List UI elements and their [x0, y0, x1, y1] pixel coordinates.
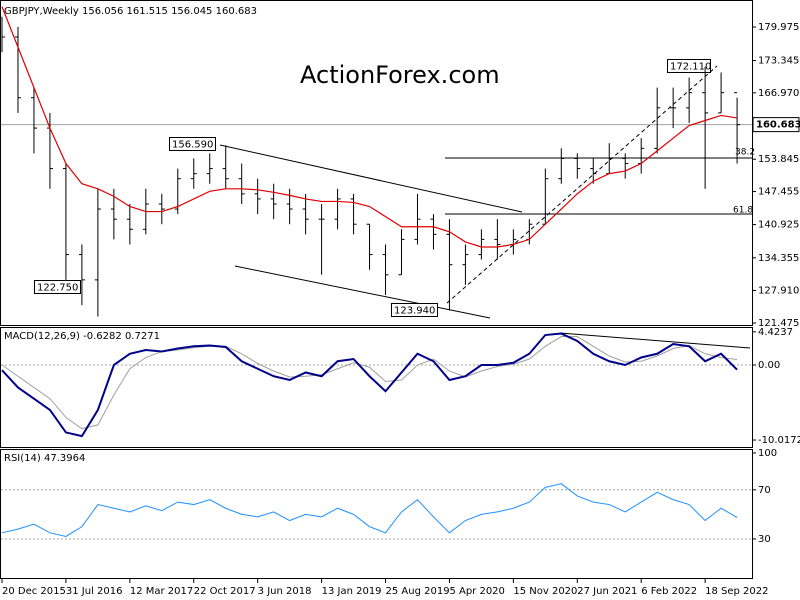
y-tick-label: 166.970: [758, 88, 799, 99]
y-tick-label: 100: [758, 448, 777, 459]
price-header: GBPJPY,Weekly 156.056 161.515 156.045 16…: [4, 6, 257, 17]
y-tick-label: 147.455: [758, 187, 799, 198]
price-pane: [0, 0, 753, 326]
x-tick-label: 6 Feb 2022: [641, 586, 697, 597]
y-tick-label: 70: [758, 485, 771, 496]
annotation-box: [391, 303, 438, 317]
y-tick-label: -10.0172: [758, 435, 800, 446]
fib-label: 38.2: [735, 148, 755, 158]
macd-header: MACD(12,26,9) -0.6282 0.7271: [4, 331, 160, 342]
open: 156.056: [82, 6, 123, 17]
y-tick-label: 127.910: [758, 285, 799, 296]
low: 156.045: [171, 6, 212, 17]
x-tick-label: 13 Jan 2019: [322, 586, 382, 597]
close: 160.683: [216, 6, 257, 17]
y-tick-label: 173.345: [758, 56, 799, 67]
x-tick-label: 18 Sep 2022: [705, 586, 768, 597]
rsi-value: 47.3964: [44, 453, 85, 464]
x-tick-label: 22 Oct 2017: [194, 586, 256, 597]
x-tick-label: 3 Jun 2018: [258, 586, 312, 597]
trendline: [559, 332, 751, 349]
y-tick-label: 140.925: [758, 220, 799, 231]
macd-pane: [0, 327, 753, 448]
signal-value: 0.7271: [125, 331, 160, 342]
annotation: 172.110: [670, 62, 711, 73]
macd-line: [1, 332, 738, 438]
annotation: 122.750: [37, 283, 78, 294]
x-tick-label: 15 Nov 2020: [513, 586, 577, 597]
high: 161.515: [127, 6, 168, 17]
trendline: [234, 265, 491, 319]
annotation-box: [667, 59, 711, 73]
y-tick-label: 121.475: [758, 318, 799, 329]
y-tick-label: 30: [758, 534, 771, 545]
fib-label: 61.8: [733, 206, 753, 216]
rsi-header: RSI(14) 47.3964: [4, 453, 85, 464]
moving-average: [1, 6, 738, 248]
x-tick-label: 5 Apr 2020: [449, 586, 504, 597]
annotation: 123.940: [394, 306, 435, 317]
signal-line: [1, 336, 738, 430]
rsi-pane: [0, 449, 753, 579]
trendline: [219, 144, 523, 213]
macd-value: -0.6282: [83, 331, 122, 342]
symbol: GBPJPY,Weekly: [4, 6, 79, 17]
x-tick-label: 25 Aug 2019: [386, 586, 450, 597]
watermark: ActionForex.com: [300, 61, 500, 89]
x-tick-label: 20 Dec 2015: [2, 586, 66, 597]
rsi-line: [1, 483, 738, 538]
x-tick-label: 27 Jun 2021: [577, 586, 637, 597]
last-price-label: 160.683: [756, 120, 800, 131]
rsi-title: RSI(14): [4, 453, 41, 464]
x-tick-label: 31 Jul 2016: [66, 586, 123, 597]
x-tick-label: 12 Mar 2017: [130, 586, 193, 597]
annotation-box: [169, 137, 216, 151]
trendline: [446, 65, 718, 304]
annotation: 156.590: [172, 140, 213, 151]
macd-title: MACD(12,26,9): [4, 331, 80, 342]
y-tick-label: 4.4237: [758, 327, 793, 338]
last-price-box: [752, 117, 800, 133]
y-tick-label: 179.975: [758, 22, 799, 33]
annotation-box: [34, 280, 81, 294]
y-tick-label: 0.00: [758, 360, 780, 371]
y-tick-label: 153.845: [758, 154, 799, 165]
y-tick-label: 134.355: [758, 253, 799, 264]
